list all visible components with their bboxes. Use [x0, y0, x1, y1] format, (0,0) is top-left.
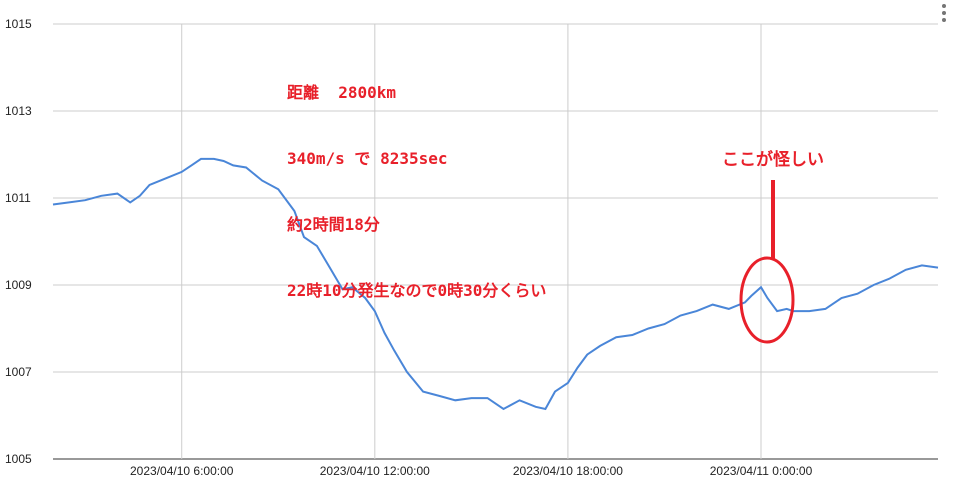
callout-label: ここが怪しい: [722, 150, 824, 170]
x-tick-label: 2023/04/11 0:00:00: [710, 464, 813, 478]
x-axis-ticks: 2023/04/10 6:00:00 2023/04/10 12:00:00 202…: [130, 464, 813, 478]
y-tick-label: 1015: [5, 17, 32, 31]
note-line-duration: 約2時間18分: [287, 215, 380, 234]
y-tick-label: 1005: [5, 452, 32, 466]
pressure-series-line: [52, 157, 939, 411]
annotation-note: 距離 2800km 340m/s で 8235sec 約2時間18分 22時10…: [287, 38, 546, 324]
x-tick-label: 2023/04/10 12:00:00: [320, 464, 430, 478]
y-tick-label: 1007: [5, 365, 32, 379]
note-line-arrival: 22時10分発生なので0時30分くらい: [287, 281, 547, 300]
x-tick-label: 2023/04/10 6:00:00: [130, 464, 234, 478]
y-axis-ticks: 1005 1007 1009 1011 1013 1015: [5, 17, 32, 466]
grid-lines: [53, 23, 938, 460]
x-tick-label: 2023/04/10 18:00:00: [513, 464, 623, 478]
note-line-speed: 340m/s で 8235sec: [287, 149, 448, 168]
note-line-distance: 距離 2800km: [287, 83, 397, 102]
y-tick-label: 1011: [5, 191, 31, 205]
callout-ellipse: [739, 256, 795, 344]
y-tick-label: 1013: [5, 104, 32, 118]
y-tick-label: 1009: [5, 278, 32, 292]
more-options-icon[interactable]: [941, 2, 947, 24]
